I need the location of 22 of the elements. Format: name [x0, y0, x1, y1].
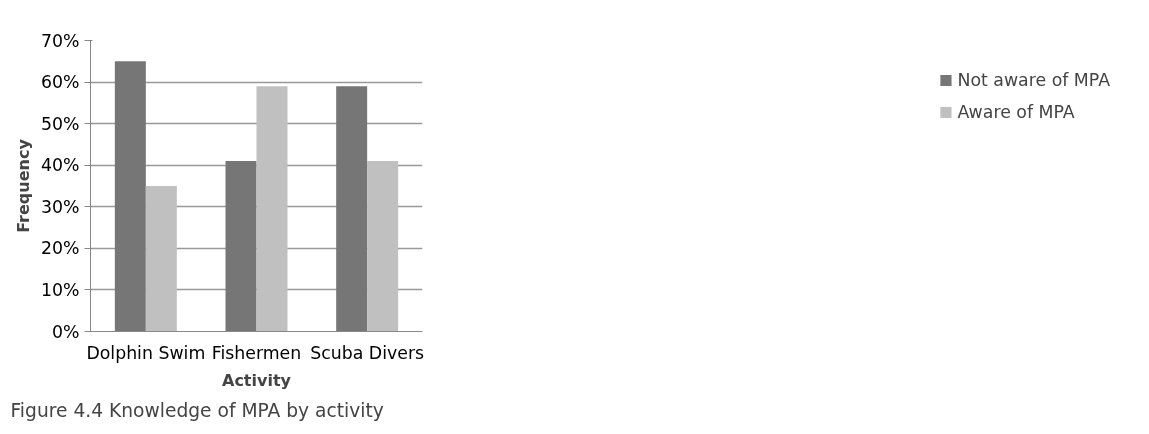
bar — [114, 61, 146, 332]
text: Figure 4.4 Knowledge of MPA by activity — [10, 399, 384, 421]
y-tick-label: 30% — [40, 196, 80, 217]
legend-label: Aware of MPA — [957, 102, 1075, 122]
x-axis-title: Activity — [222, 370, 292, 390]
x-tick-label: Scuba Divers — [310, 342, 425, 363]
bar — [336, 86, 368, 332]
y-tick-label: 10% — [40, 279, 80, 300]
y-tick-label: 20% — [40, 238, 80, 259]
bar — [367, 161, 399, 332]
bar — [256, 86, 288, 332]
x-tick-label: Fishermen — [211, 342, 302, 363]
y-tick-label: 40% — [40, 155, 80, 176]
y-tick-label: 60% — [40, 72, 80, 93]
bar — [145, 186, 177, 332]
bar — [225, 161, 257, 332]
y-axis-title: Frequency — [13, 138, 33, 233]
y-tick-label: 70% — [40, 30, 80, 51]
y-tick-label: 0% — [52, 321, 80, 342]
x-tick-label: Dolphin Swim — [86, 342, 206, 363]
y-tick-label: 50% — [40, 113, 80, 134]
legend-label: Not aware of MPA — [957, 70, 1110, 90]
